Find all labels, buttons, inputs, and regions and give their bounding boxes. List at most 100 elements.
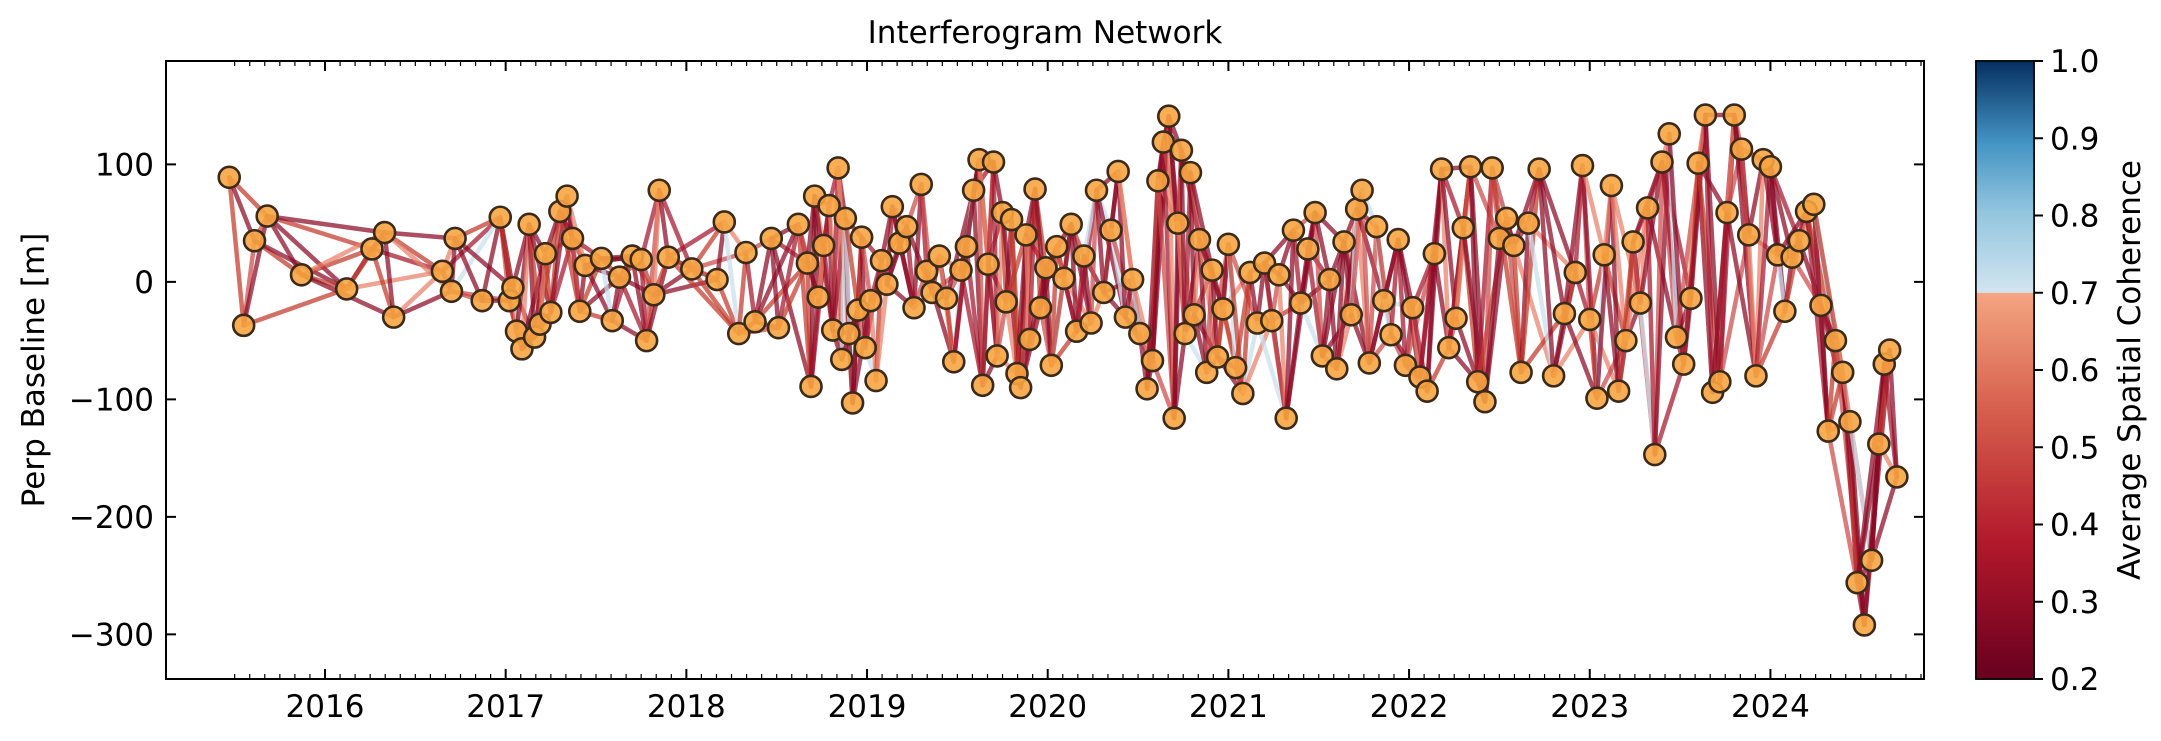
network-edge [1536,166,1578,275]
acquisition-point [1693,103,1718,127]
acquisition-point [430,259,455,284]
network-edge [1341,239,1372,366]
acquisition-point [726,321,751,346]
acquisition-point [1773,299,1797,324]
acquisition-point [1650,150,1674,174]
acquisition-point [555,184,579,208]
acquisition-point [1570,153,1595,178]
network-edge [657,187,695,272]
y-axis-label: Perp Baseline [m] [16,233,52,508]
acquisition-point [607,265,632,289]
acquisition-point [1386,227,1411,252]
acquisition-point [1809,293,1833,318]
acquisition-point [817,193,841,218]
colorbar-tick-label: 0.9 [2050,121,2099,157]
acquisition-point [1140,348,1165,373]
acquisition-point [999,207,1024,232]
network-edge [769,236,814,389]
acquisition-point [1679,286,1703,311]
network-edge [1580,163,1607,258]
acquisition-point [811,233,836,258]
acquisition-point [1165,211,1190,235]
acquisition-point [1357,351,1382,375]
acquisition-point [1509,360,1533,385]
network-edge [1188,170,1215,273]
acquisition-point [864,368,888,393]
acquisition-point [705,267,729,292]
acquisition-point [1023,177,1047,201]
acquisition-point [759,226,784,251]
acquisition-point [231,313,256,338]
acquisition-point [1039,353,1064,378]
acquisition-point [1400,295,1425,320]
acquisition-point [217,165,242,190]
network-edge [1255,320,1289,421]
colorbar-tick-label: 0.6 [2050,353,2099,389]
acquisition-point [1379,322,1403,347]
network-edge [776,222,801,330]
acquisition-point [1552,301,1577,326]
acquisition-point [647,178,672,203]
acquisition-point [634,328,659,353]
acquisition-point [1516,211,1541,235]
acquisition-point [1371,288,1396,313]
acquisition-point [1592,243,1616,267]
network-edge [1847,419,1874,563]
acquisition-point [1444,306,1468,331]
network-edge [1825,428,1860,585]
chart-title: Interferogram Network [868,15,1223,51]
x-tick-label: 2024 [1731,689,1810,725]
network-edge [1587,317,1621,394]
network-edge [1291,227,1303,306]
acquisition-point [934,286,959,311]
network-edge [570,236,583,314]
acquisition-point [381,305,406,329]
network-edge [1240,318,1275,396]
acquisition-point [360,237,384,261]
acquisition-point [1671,352,1696,376]
acquisition-point [1541,364,1566,388]
acquisition-point [826,156,850,180]
acquisition-point [501,275,525,300]
acquisition-point [806,285,831,309]
acquisition-point [1339,302,1364,327]
acquisition-point [1008,375,1033,400]
network-edge [1094,187,1106,295]
acquisition-point [1084,178,1109,203]
acquisition-point [1686,151,1710,176]
network-edge [1367,224,1379,366]
acquisition-point [1867,432,1891,456]
acquisition-point [840,391,865,415]
acquisition-point [880,194,905,219]
acquisition-point [1758,154,1783,179]
network-edge [1518,311,1567,375]
acquisition-point [642,283,666,307]
acquisition-point [1324,357,1349,381]
network-edge [264,213,375,252]
network-edge [1354,206,1387,303]
network-edge [344,269,445,292]
acquisition-point [1173,321,1197,346]
acquisition-point [1146,169,1170,193]
acquisition-point [869,248,894,273]
network-edge [369,246,445,274]
acquisition-point [1437,335,1461,360]
acquisition-point [1621,230,1645,254]
acquisition-point [1729,137,1754,161]
network-edge [1171,331,1188,421]
acquisition-point [1128,321,1152,346]
acquisition-point [567,299,592,324]
x-tick-label: 2023 [1550,689,1629,725]
acquisition-point [1715,200,1739,225]
acquisition-point [712,210,737,234]
acquisition-point [1664,325,1689,349]
acquisition-point [1816,419,1841,443]
acquisition-point [1502,233,1526,258]
network-edge [1312,210,1325,359]
network-edge [479,215,503,303]
acquisition-point [1787,228,1812,253]
colorbar-tick-label: 0.5 [2050,430,2099,466]
acquisition-point [1480,156,1504,180]
colorbar-tick-label: 0.8 [2050,199,2099,235]
network-edge [873,281,890,383]
